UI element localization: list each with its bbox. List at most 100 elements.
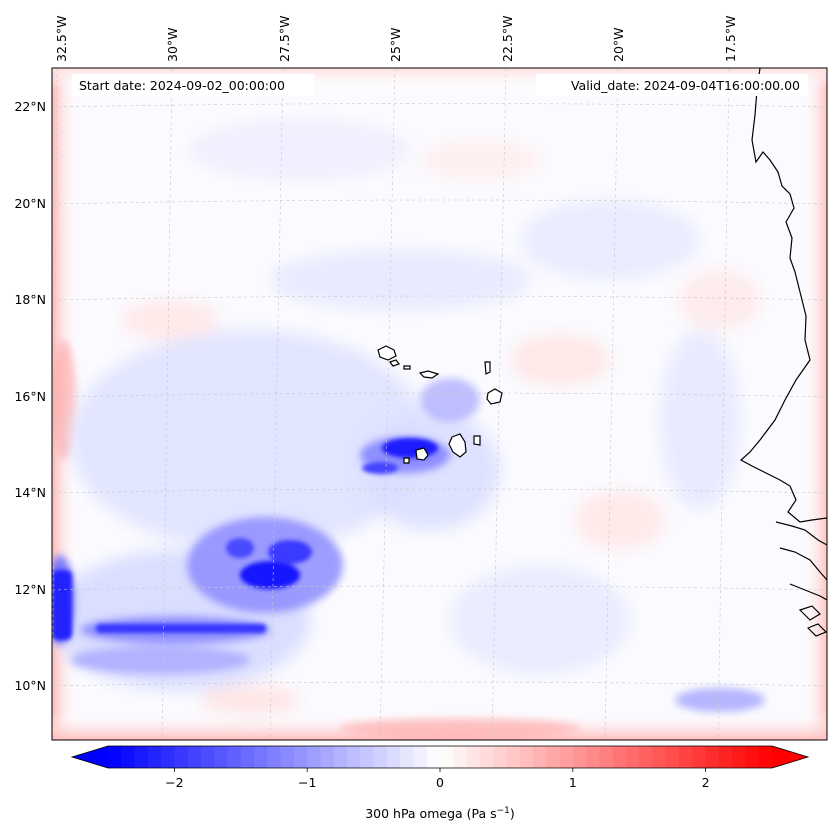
island-santa-luzia: [403, 365, 411, 370]
colorbar-label-exponent: −1: [497, 806, 510, 816]
meridian-30w: [161, 68, 173, 740]
colorbar-cell: [479, 746, 494, 768]
colorbar-cell: [692, 746, 707, 768]
colorbar-cell: [639, 746, 654, 768]
colorbar-cell: [440, 746, 454, 768]
colorbar-outline: [70, 745, 810, 769]
colorbar-cell: [599, 746, 614, 768]
colorbar-cell: [732, 746, 747, 768]
colorbar-extend-min: [72, 746, 108, 768]
colorbar-cell: [718, 746, 733, 768]
lat-label-16n: 16°N: [14, 389, 46, 404]
graticule: [52, 68, 827, 740]
map-panel: [52, 68, 827, 740]
colorbar-cell: [652, 746, 667, 768]
colorbar-cell: [413, 746, 428, 768]
island-boa-vista: [486, 388, 503, 405]
colorbar-cell: [400, 746, 415, 768]
colorbar-tick-label: −2: [165, 775, 183, 790]
colorbar-tick-label: 1: [569, 775, 577, 790]
west-african-coastline: [739, 68, 827, 637]
colorbar-cell: [333, 746, 348, 768]
map-frame: [51, 67, 828, 741]
lon-label-32-5w: 32.5°W: [54, 16, 69, 62]
colorbar: −2 −1 0 1 2 300 hPa omega (Pa s−1): [70, 745, 810, 821]
colorbar-label: 300 hPa omega (Pa s−1): [365, 806, 515, 821]
colorbar-cell: [254, 746, 268, 768]
island-santo-antao: [377, 345, 397, 361]
colorbar-cell: [426, 746, 441, 768]
meridian-32-5w: [52, 68, 58, 740]
colorbar-cell: [466, 746, 481, 768]
cape-verde-islands: [377, 345, 503, 464]
colorbar-cell: [586, 746, 600, 768]
colorbar-cell: [320, 746, 335, 768]
colorbar-cell: [612, 746, 627, 768]
colorbar-cell: [493, 746, 507, 768]
valid-date-box: [536, 74, 808, 96]
colorbar-label-close: ): [510, 806, 515, 821]
parallel-16n: [52, 392, 827, 398]
lat-label-12n: 12°N: [14, 582, 46, 597]
colorbar-label-text: 300 hPa omega (Pa s: [365, 806, 496, 821]
island-sao-nicolau: [418, 370, 440, 379]
colorbar-cell: [267, 746, 282, 768]
parallel-12n: [52, 585, 827, 591]
island-fogo: [415, 447, 429, 461]
meridian-20w: [604, 68, 619, 740]
colorbar-cell: [745, 746, 760, 768]
island-maio: [473, 435, 481, 446]
meridian-27-5w: [269, 68, 284, 740]
lon-label-20w: 20°W: [611, 27, 626, 62]
colorbar-cell: [293, 746, 308, 768]
latitude-labels: 22°N 20°N 18°N 16°N 14°N 12°N 10°N: [14, 99, 46, 693]
lon-label-22-5w: 22.5°W: [500, 16, 515, 62]
colorbar-cell: [307, 746, 322, 768]
colorbar-cell: [200, 746, 215, 768]
colorbar-cell: [559, 746, 574, 768]
lat-label-10n: 10°N: [14, 678, 46, 693]
colorbar-cell: [360, 746, 375, 768]
omega-field-weak: [52, 120, 760, 714]
lat-label-22n: 22°N: [14, 99, 46, 114]
parallel-18n: [52, 295, 827, 301]
colorbar-ticks: −2 −1 0 1 2: [165, 768, 710, 790]
colorbar-cell: [174, 746, 189, 768]
left-edge-red-blob: [52, 340, 76, 460]
colorbar-cell: [347, 746, 361, 768]
colorbar-cell: [453, 746, 468, 768]
colorbar-cell: [386, 746, 401, 768]
colorbar-cell: [187, 746, 202, 768]
valid-date-label: Valid_date: 2024-09-04T16:00:00.00: [571, 78, 800, 93]
start-date-label: Start date: 2024-09-02_00:00:00: [79, 78, 285, 93]
meridian-17-5w: [717, 68, 730, 740]
colorbar-cell: [679, 746, 693, 768]
colorbar-cell: [373, 746, 388, 768]
colorbar-cells: [72, 746, 808, 768]
island-sao-vicente: [389, 359, 400, 367]
lat-label-14n: 14°N: [14, 485, 46, 500]
lat-label-18n: 18°N: [14, 292, 46, 307]
colorbar-cell: [108, 746, 122, 768]
meridian-22-5w: [491, 68, 507, 740]
colorbar-cell: [625, 746, 640, 768]
colorbar-cell: [214, 746, 229, 768]
island-brava: [403, 457, 410, 464]
island-santiago: [448, 433, 467, 458]
colorbar-cell: [546, 746, 561, 768]
lon-label-17-5w: 17.5°W: [723, 16, 738, 62]
colorbar-cell: [227, 746, 242, 768]
lon-label-27-5w: 27.5°W: [277, 16, 292, 62]
colorbar-cell: [240, 746, 255, 768]
colorbar-cell: [280, 746, 295, 768]
colorbar-tick-label: 2: [702, 775, 710, 790]
bottom-edge-red-band: [340, 718, 580, 738]
colorbar-cell: [519, 746, 534, 768]
colorbar-extend-max: [772, 746, 808, 768]
colorbar-cell: [147, 746, 162, 768]
colorbar-cell: [121, 746, 136, 768]
parallel-10n: [52, 681, 827, 687]
colorbar-cell: [532, 746, 547, 768]
colorbar-cell: [758, 746, 773, 768]
